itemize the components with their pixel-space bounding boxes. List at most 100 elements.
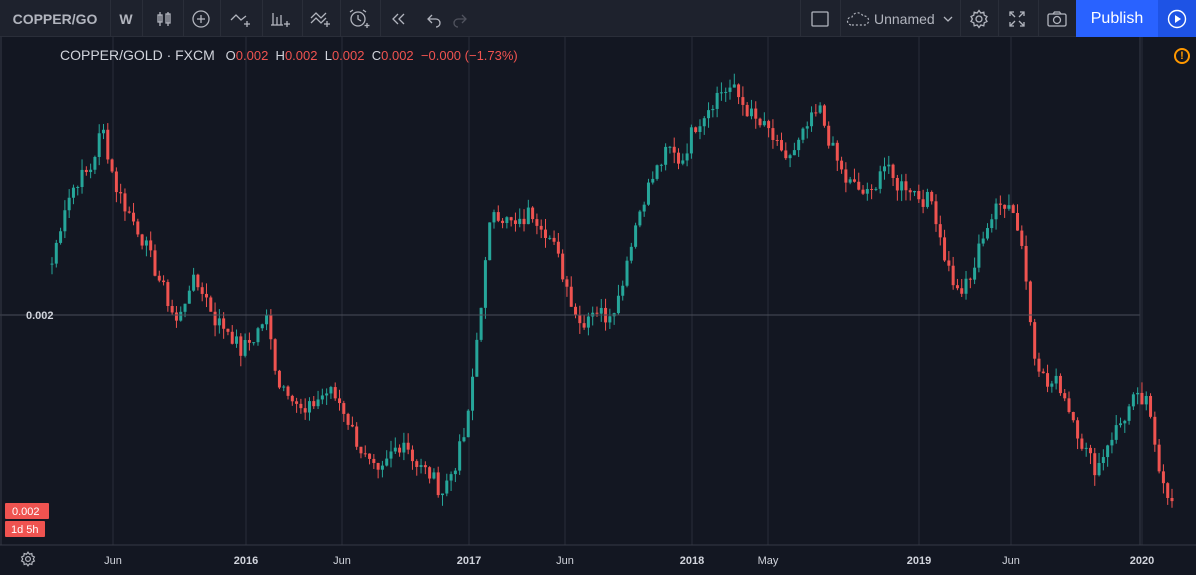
candle — [741, 86, 745, 116]
candle — [1153, 411, 1157, 452]
candle-body — [187, 290, 191, 304]
settings-icon[interactable] — [964, 0, 994, 37]
candle — [389, 440, 393, 468]
candle-body — [548, 237, 552, 239]
candle-body — [1046, 373, 1050, 387]
candle — [243, 333, 247, 358]
candles-icon[interactable] — [150, 0, 178, 37]
candle — [290, 394, 294, 406]
candle-body — [243, 340, 247, 356]
stream-icon[interactable] — [1158, 0, 1196, 37]
candle-body — [273, 339, 277, 371]
candle — [187, 285, 191, 304]
legend-symbol: COPPER/GOLD · FXCM — [60, 47, 215, 63]
candle — [955, 278, 959, 291]
candle-body — [1166, 483, 1170, 498]
candle — [59, 227, 63, 245]
candle — [423, 461, 427, 475]
candle-body — [1157, 444, 1161, 472]
candle-body — [1024, 245, 1028, 282]
symbol-search-button[interactable]: COPPER/GO — [12, 10, 98, 27]
candle-body — [127, 211, 131, 213]
candle — [359, 446, 363, 459]
interval-button[interactable]: W — [119, 10, 133, 27]
candle-body — [543, 229, 547, 238]
candle-body — [891, 164, 895, 178]
candle-body — [1003, 204, 1007, 209]
candle — [402, 432, 406, 461]
candle-body — [380, 465, 384, 470]
compare-icon[interactable] — [226, 0, 256, 37]
warning-icon[interactable]: ! — [1174, 48, 1190, 64]
candle-body — [149, 240, 153, 251]
alert-icon[interactable] — [344, 0, 374, 37]
candle — [76, 185, 80, 196]
candle-body — [432, 472, 436, 479]
candle-body — [861, 189, 865, 194]
candle-body — [320, 395, 324, 400]
candle-body — [921, 199, 925, 207]
candle — [213, 302, 217, 337]
candle-body — [501, 220, 505, 224]
candle — [157, 270, 161, 283]
candle — [1041, 368, 1045, 374]
chart-area[interactable]: 0.002 0.002 1d 5h Jun 2016 Jun 2017 Jun 2018 M… — [0, 37, 1196, 570]
candle — [63, 200, 67, 239]
candle-body — [925, 191, 929, 207]
candle-body — [59, 231, 63, 243]
candle-body — [565, 279, 569, 287]
candle-body — [960, 288, 964, 294]
candle — [921, 189, 925, 214]
indicators-icon[interactable] — [266, 0, 296, 37]
redo-icon[interactable] — [448, 0, 474, 37]
current-price-label: 0.002 — [5, 503, 49, 519]
candle — [677, 148, 681, 170]
candle-body — [80, 169, 84, 187]
candle-body — [277, 370, 281, 388]
candle-body — [990, 219, 994, 229]
candle — [1037, 352, 1041, 377]
candle — [973, 257, 977, 285]
candle — [1166, 482, 1170, 505]
chevron-down-icon[interactable] — [940, 0, 956, 37]
candle — [84, 166, 88, 176]
candle — [835, 140, 839, 172]
layout-icon[interactable] — [806, 0, 834, 37]
fullscreen-icon[interactable] — [1002, 0, 1032, 37]
candle — [887, 155, 891, 174]
candle-body — [595, 312, 599, 314]
candle — [1088, 444, 1092, 465]
candle-body — [784, 150, 788, 159]
candle — [797, 137, 801, 157]
candle-body — [539, 225, 543, 230]
candle — [758, 117, 762, 128]
candle — [273, 338, 277, 375]
candle — [239, 333, 243, 367]
candle — [1071, 411, 1075, 423]
candle — [943, 229, 947, 262]
axis-settings-icon[interactable] — [20, 551, 36, 572]
candle — [749, 99, 753, 120]
templates-icon[interactable] — [306, 0, 336, 37]
candle — [1093, 447, 1097, 486]
candle — [93, 155, 97, 175]
candle — [724, 87, 728, 102]
candle-body — [728, 87, 732, 92]
camera-icon[interactable] — [1042, 0, 1072, 37]
layout-name[interactable]: Unnamed — [874, 10, 935, 27]
replay-icon[interactable] — [384, 0, 412, 37]
candle-body — [973, 267, 977, 280]
undo-icon[interactable] — [420, 0, 446, 37]
candle-body — [882, 166, 886, 172]
candle-body — [385, 458, 389, 466]
candle-body — [951, 265, 955, 286]
candle — [110, 158, 114, 174]
candle — [449, 471, 453, 491]
price-chart[interactable]: 0.002 0.002 1d 5h Jun 2016 Jun 2017 Jun 2018 M… — [0, 37, 1196, 570]
candle-body — [466, 410, 470, 438]
add-indicator-icon[interactable] — [187, 0, 215, 37]
candle-body — [642, 204, 646, 212]
candle-body — [303, 408, 307, 413]
publish-button[interactable]: Publish — [1076, 0, 1158, 37]
candle — [629, 242, 633, 264]
